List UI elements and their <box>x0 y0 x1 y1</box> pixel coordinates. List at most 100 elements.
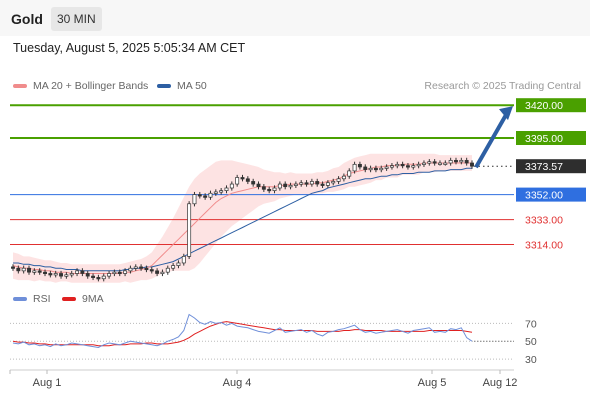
ma20-swatch <box>13 84 27 89</box>
candle-body <box>160 271 165 275</box>
candle-body <box>37 270 42 273</box>
candle-body <box>117 271 122 275</box>
candle-body <box>325 182 330 186</box>
candle-body <box>379 167 384 171</box>
candle-body <box>315 181 320 185</box>
timeframe-button[interactable]: 30 MIN <box>51 7 102 31</box>
ma9-line <box>12 321 473 347</box>
x-tick-label: Aug 5 <box>418 377 447 389</box>
candle-body <box>85 273 90 277</box>
candle-body <box>368 167 373 171</box>
legend-ma9: 9MA <box>62 293 104 305</box>
legend-rsi: RSI <box>13 293 51 305</box>
candle-body <box>395 163 400 167</box>
candle-body <box>43 271 47 275</box>
candle-body <box>235 177 240 185</box>
candle-body <box>299 182 304 185</box>
candle-body <box>181 256 186 264</box>
rsi-swatch <box>13 297 27 302</box>
legend-ma50-label: MA 50 <box>177 80 207 92</box>
candle-body <box>208 192 213 198</box>
candle-body <box>149 269 154 272</box>
candle-body <box>240 177 245 180</box>
forecast-arrow-head <box>499 106 513 121</box>
candle-body <box>48 273 53 276</box>
candle-body <box>107 273 112 277</box>
rsi-tick-70: 70 <box>525 318 537 330</box>
candle-body <box>155 270 160 274</box>
candle-body <box>197 194 202 197</box>
candle-body <box>309 181 314 185</box>
candle-body <box>352 163 357 172</box>
legend-ma20-label: MA 20 + Bollinger Bands <box>33 80 149 92</box>
header-bar: Gold 30 MIN <box>0 0 590 36</box>
level-label-3395-00: 3395.00 <box>525 133 563 145</box>
candle-body <box>21 267 26 272</box>
candle-body <box>347 170 352 177</box>
candle-body <box>304 182 309 185</box>
rsi-line <box>12 313 473 349</box>
candle-body <box>256 183 261 188</box>
candle-body <box>336 178 341 182</box>
candle-body <box>422 162 426 165</box>
candle-body <box>128 267 133 272</box>
candle-body <box>411 165 416 168</box>
candle-body <box>400 163 405 167</box>
candle-body <box>427 161 432 164</box>
rsi-tick-50: 50 <box>525 336 537 348</box>
ma50-line <box>13 167 472 272</box>
candle-body <box>416 163 421 167</box>
candle-body <box>357 163 362 168</box>
candle-body <box>203 195 208 198</box>
candle-body <box>389 165 394 168</box>
forecast-arrow <box>474 112 509 169</box>
candle-body <box>438 162 442 165</box>
candle-body <box>251 181 256 185</box>
candle-body <box>133 266 138 269</box>
candle-body <box>448 160 453 164</box>
candle-body <box>320 183 325 186</box>
candle-body <box>470 162 474 167</box>
candle-body <box>123 270 128 274</box>
instrument-title: Gold <box>11 11 43 27</box>
candle-body <box>144 267 149 271</box>
candle-body <box>267 188 272 192</box>
candle-body <box>272 187 277 191</box>
candle-body <box>101 275 106 280</box>
candle-body <box>443 162 448 165</box>
ma9-swatch <box>62 297 76 302</box>
candle-body <box>406 165 410 168</box>
legend-ma20: MA 20 + Bollinger Bands <box>13 80 148 92</box>
candle-body <box>11 266 15 269</box>
candle-body <box>75 270 79 274</box>
x-tick-label: Aug 1 <box>33 377 62 389</box>
candle-body <box>454 160 458 163</box>
timestamp: Tuesday, August 5, 2025 5:05:34 AM CET <box>13 41 246 55</box>
level-label-3314-00: 3314.00 <box>525 240 563 252</box>
bollinger-band <box>13 153 472 283</box>
level-badge-3373-57 <box>516 159 586 174</box>
candle-body <box>331 181 336 184</box>
level-label-3420-00: 3420.00 <box>525 100 563 112</box>
candle-body <box>341 175 346 180</box>
candle-body <box>176 262 181 266</box>
level-label-3333-00: 3333.00 <box>525 215 563 227</box>
x-tick-label: Aug 12 <box>483 377 518 389</box>
candle-body <box>80 270 85 274</box>
candle-body <box>139 266 144 269</box>
candle-body <box>432 161 437 164</box>
level-badge-3352-00 <box>516 187 586 202</box>
candle-body <box>112 271 117 275</box>
ma50-swatch <box>157 84 171 89</box>
candle-body <box>213 191 218 194</box>
candle-body <box>363 166 368 170</box>
candle-body <box>53 273 58 276</box>
level-label-3352-00: 3352.00 <box>525 190 563 202</box>
candle-body <box>187 203 192 257</box>
legend-ma50: MA 50 <box>157 80 207 92</box>
candle-body <box>384 166 389 169</box>
x-tick-label: Aug 4 <box>223 377 252 389</box>
candle-body <box>165 267 170 273</box>
candle-body <box>224 187 229 191</box>
